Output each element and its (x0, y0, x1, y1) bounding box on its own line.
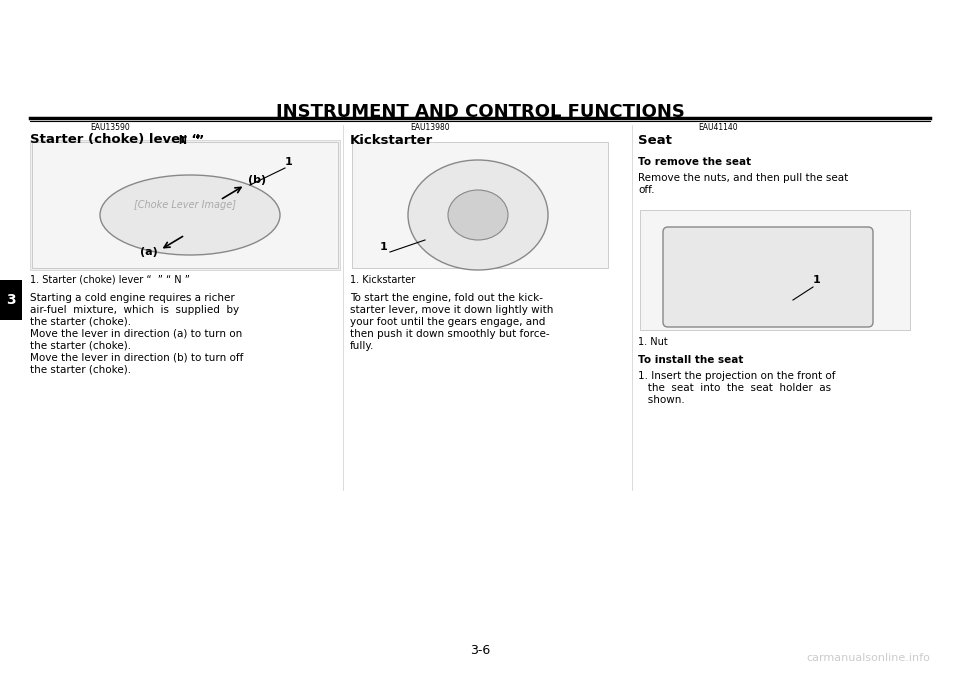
Text: N: N (178, 134, 186, 146)
Text: Starting a cold engine requires a richer: Starting a cold engine requires a richer (30, 293, 235, 303)
Text: 1. Insert the projection on the front of: 1. Insert the projection on the front of (638, 371, 835, 381)
Text: Move the lever in direction (a) to turn on: Move the lever in direction (a) to turn … (30, 329, 242, 339)
Text: 1: 1 (380, 242, 388, 252)
Text: To remove the seat: To remove the seat (638, 157, 751, 167)
Text: (b): (b) (248, 175, 266, 185)
Text: fully.: fully. (350, 341, 374, 351)
Text: 1. Nut: 1. Nut (638, 337, 668, 347)
Text: 3: 3 (6, 293, 15, 307)
Text: the starter (choke).: the starter (choke). (30, 341, 132, 351)
Text: 1. Kickstarter: 1. Kickstarter (350, 275, 416, 285)
Text: Starter (choke) lever “: Starter (choke) lever “ (30, 134, 200, 146)
Text: [Choke Lever Image]: [Choke Lever Image] (134, 200, 236, 210)
Ellipse shape (448, 190, 508, 240)
Text: 1: 1 (285, 157, 293, 167)
Text: EAU13980: EAU13980 (410, 123, 449, 132)
Text: 3-6: 3-6 (469, 643, 491, 656)
Ellipse shape (100, 175, 280, 255)
Text: EAU13590: EAU13590 (90, 123, 130, 132)
Text: the starter (choke).: the starter (choke). (30, 365, 132, 375)
Text: (a): (a) (140, 247, 157, 257)
Text: your foot until the gears engage, and: your foot until the gears engage, and (350, 317, 545, 327)
Text: INSTRUMENT AND CONTROL FUNCTIONS: INSTRUMENT AND CONTROL FUNCTIONS (276, 103, 684, 121)
Text: Remove the nuts, and then pull the seat: Remove the nuts, and then pull the seat (638, 173, 849, 183)
Bar (640, 210, 910, 330)
Bar (352, 142, 608, 268)
Text: 1. Starter (choke) lever “  ” “ N ”: 1. Starter (choke) lever “ ” “ N ” (30, 275, 190, 285)
Text: To start the engine, fold out the kick-: To start the engine, fold out the kick- (350, 293, 543, 303)
Text: starter lever, move it down lightly with: starter lever, move it down lightly with (350, 305, 553, 315)
Text: air-fuel  mixture,  which  is  supplied  by: air-fuel mixture, which is supplied by (30, 305, 239, 315)
Text: Move the lever in direction (b) to turn off: Move the lever in direction (b) to turn … (30, 353, 244, 363)
Bar (32, 142, 338, 268)
FancyBboxPatch shape (30, 140, 340, 270)
Text: Seat: Seat (638, 134, 672, 146)
Text: EAU41140: EAU41140 (698, 123, 737, 132)
Text: To install the seat: To install the seat (638, 355, 743, 365)
Ellipse shape (408, 160, 548, 270)
Text: shown.: shown. (638, 395, 684, 405)
Text: 1: 1 (813, 275, 821, 285)
Text: ”: ” (191, 134, 204, 146)
Text: carmanualsonline.info: carmanualsonline.info (806, 653, 930, 663)
Text: then push it down smoothly but force-: then push it down smoothly but force- (350, 329, 550, 339)
FancyBboxPatch shape (663, 227, 873, 327)
Text: the starter (choke).: the starter (choke). (30, 317, 132, 327)
FancyBboxPatch shape (0, 280, 22, 320)
Text: the  seat  into  the  seat  holder  as: the seat into the seat holder as (638, 383, 831, 393)
Text: Kickstarter: Kickstarter (350, 134, 433, 146)
Text: off.: off. (638, 185, 655, 195)
